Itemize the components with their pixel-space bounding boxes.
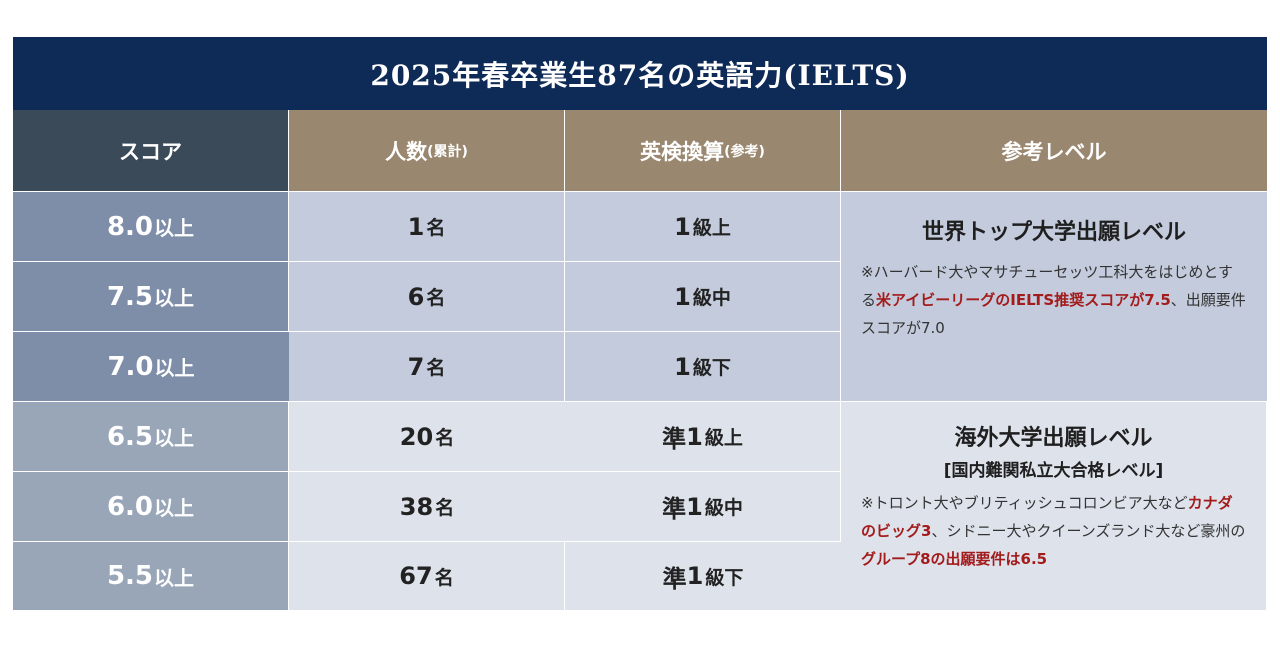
header-count-label: 人数 <box>385 139 428 164</box>
level-note-highlight: カナダのビッグ3 <box>861 494 1233 540</box>
score-cell: 7.5 以上 <box>13 262 289 332</box>
score-suffix: 以上 <box>154 496 195 520</box>
level-note-highlight: グループ8の出願要件は6.5 <box>861 550 1048 568</box>
eiken-cell: 1 級下 <box>565 332 841 402</box>
eiken-number: 1 <box>686 492 703 521</box>
score-value: 6.0 <box>106 491 154 522</box>
eiken-cell: 1 級中 <box>565 262 841 332</box>
eiken-grade: 級上 <box>704 427 743 449</box>
count-unit: 名 <box>426 287 446 309</box>
eiken-grade: 級中 <box>704 497 743 519</box>
score-cell: 6.5 以上 <box>13 402 289 472</box>
eiken-cell: 準 1 級上 <box>565 402 841 472</box>
eiken-number: 1 <box>686 422 703 451</box>
count-cell: 38 名 <box>289 472 565 542</box>
score-value: 7.0 <box>107 351 154 382</box>
header-level: 参考レベル <box>841 110 1267 192</box>
eiken-number: 1 <box>674 212 691 241</box>
eiken-grade: 級下 <box>705 566 744 589</box>
header-score: スコア <box>13 110 289 192</box>
score-cell: 8.0 以上 <box>13 192 289 262</box>
count-unit: 名 <box>434 566 454 589</box>
level-note-highlight: 米アイビーリーグのIELTS推奨スコアが7.5 <box>876 291 1171 309</box>
eiken-grade: 級下 <box>692 357 731 379</box>
count-value: 1 <box>407 212 425 241</box>
header-eiken-note: (参考) <box>724 143 765 160</box>
level-subtitle: [国内難関私立大合格レベル] <box>943 461 1164 481</box>
eiken-prefix: 準 <box>662 425 687 453</box>
eiken-number: 1 <box>686 562 704 590</box>
count-value: 7 <box>407 352 425 381</box>
header-score-label: スコア <box>119 139 182 164</box>
table-title: 2025年春卒業生87名の英語力(IELTS) <box>13 37 1267 110</box>
score-cell: 7.0 以上 <box>13 332 289 402</box>
count-cell: 20 名 <box>289 402 565 472</box>
table-grid: スコア 人数 (累計) 英検換算 (参考) 参考レベル 8.0 以上 1 名 1 級上 世界トッ… <box>13 110 1267 611</box>
level-cell: 海外大学出願レベル [国内難関私立大合格レベル] ※トロント大やブリティッシュコロン… <box>841 402 1267 611</box>
level-note-text: 、シドニー大やクイーンズランド大など豪州の <box>931 522 1246 540</box>
level-title: 海外大学出願レベル <box>954 426 1153 451</box>
score-value: 8.0 <box>106 211 154 242</box>
header-level-label: 参考レベル <box>1001 139 1107 164</box>
level-note-text: ※ハーバード大やマサチューセッツ工科大をはじめとする <box>861 263 1233 309</box>
eiken-cell: 1 級上 <box>565 192 841 262</box>
score-suffix: 以上 <box>154 216 195 240</box>
level-note: ※トロント大やブリティッシュコロンビア大などカナダのビッグ3、シドニー大やクイー… <box>861 489 1246 573</box>
score-suffix: 以上 <box>154 286 195 310</box>
eiken-number: 1 <box>674 352 691 381</box>
eiken-grade: 級上 <box>692 217 731 239</box>
header-eiken-label: 英検換算 <box>640 139 725 164</box>
eiken-cell: 準 1 級中 <box>565 472 841 542</box>
level-cell: 世界トップ大学出願レベル ※ハーバード大やマサチューセッツ工科大をはじめとする米ア… <box>841 192 1267 402</box>
score-suffix: 以上 <box>154 426 195 450</box>
score-value: 5.5 <box>106 561 154 591</box>
eiken-grade: 級中 <box>692 287 731 309</box>
level-note: ※ハーバード大やマサチューセッツ工科大をはじめとする米アイビーリーグのIELTS… <box>861 258 1247 342</box>
eiken-cell: 準 1 級下 <box>565 542 841 611</box>
eiken-prefix: 準 <box>662 564 687 593</box>
eiken-prefix: 準 <box>662 495 687 523</box>
score-cell: 5.5 以上 <box>13 542 289 611</box>
level-note-text: 、出願要件スコアが7.0 <box>861 291 1246 337</box>
score-value: 6.5 <box>106 421 154 452</box>
count-unit: 名 <box>435 427 455 449</box>
score-suffix: 以上 <box>154 565 195 590</box>
count-value: 20 <box>399 422 434 451</box>
header-count: 人数 (累計) <box>289 110 565 192</box>
count-value: 67 <box>399 562 433 590</box>
count-unit: 名 <box>426 217 446 239</box>
level-note-text: ※トロント大やブリティッシュコロンビア大など <box>861 494 1188 512</box>
count-value: 38 <box>399 492 434 521</box>
ielts-table: 2025年春卒業生87名の英語力(IELTS) スコア 人数 (累計) 英検換算(… <box>13 37 1267 611</box>
count-value: 6 <box>407 282 425 311</box>
score-value: 7.5 <box>106 281 154 312</box>
score-suffix: 以上 <box>154 356 195 380</box>
header-count-note: (累計) <box>427 143 468 160</box>
level-title: 世界トップ大学出願レベル <box>921 220 1186 245</box>
score-cell: 6.0 以上 <box>13 472 289 542</box>
count-unit: 名 <box>426 357 446 379</box>
count-cell: 67 名 <box>289 542 565 611</box>
eiken-number: 1 <box>674 282 691 311</box>
header-eiken: 英検換算 (参考) <box>565 110 841 192</box>
count-unit: 名 <box>435 497 455 519</box>
